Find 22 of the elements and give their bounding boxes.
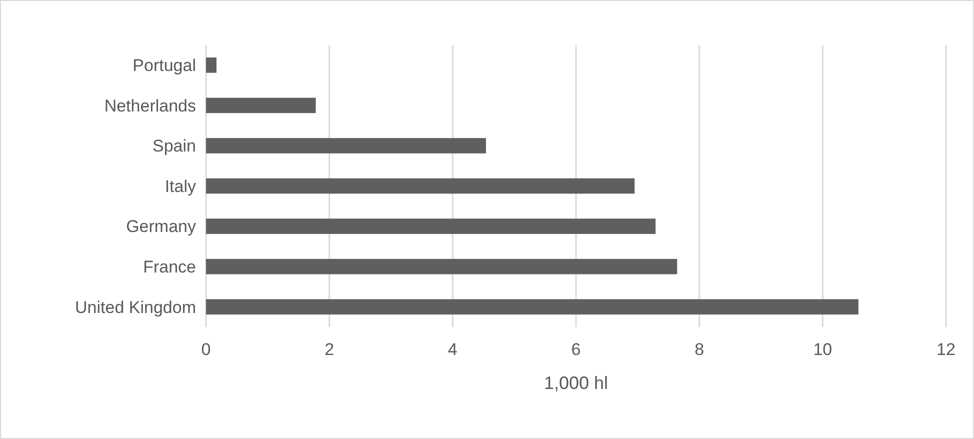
y-tick-label: Italy	[164, 176, 196, 196]
bar	[206, 138, 486, 154]
bar	[206, 178, 635, 194]
y-tick-label: Netherlands	[104, 96, 196, 116]
bar	[206, 57, 216, 73]
y-tick-label: United Kingdom	[75, 298, 196, 317]
y-tick-label: Portugal	[132, 56, 196, 76]
y-tick-label: France	[143, 258, 196, 277]
x-tick-label: 4	[448, 340, 458, 359]
y-tick-label: Germany	[126, 217, 196, 236]
bar	[206, 258, 678, 274]
x-tick-label: 0	[201, 340, 211, 359]
bar	[206, 299, 858, 315]
x-tick-label: 2	[324, 340, 334, 359]
bar	[206, 218, 656, 234]
x-axis-title: 1,000 hl	[544, 373, 608, 393]
x-tick-label: 6	[571, 340, 581, 359]
x-tick-label: 8	[694, 340, 704, 359]
x-tick-label: 12	[936, 340, 956, 359]
x-tick-label: 10	[813, 340, 832, 359]
y-tick-label: Spain	[152, 136, 196, 156]
bar	[206, 98, 316, 114]
